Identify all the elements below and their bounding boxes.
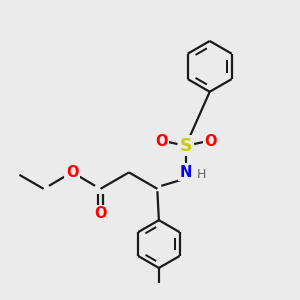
Text: N: N — [180, 165, 192, 180]
Text: S: S — [180, 136, 192, 154]
Text: O: O — [66, 165, 78, 180]
Text: O: O — [155, 134, 168, 148]
Text: O: O — [204, 134, 217, 148]
Text: H: H — [197, 168, 206, 181]
Text: O: O — [94, 206, 107, 221]
